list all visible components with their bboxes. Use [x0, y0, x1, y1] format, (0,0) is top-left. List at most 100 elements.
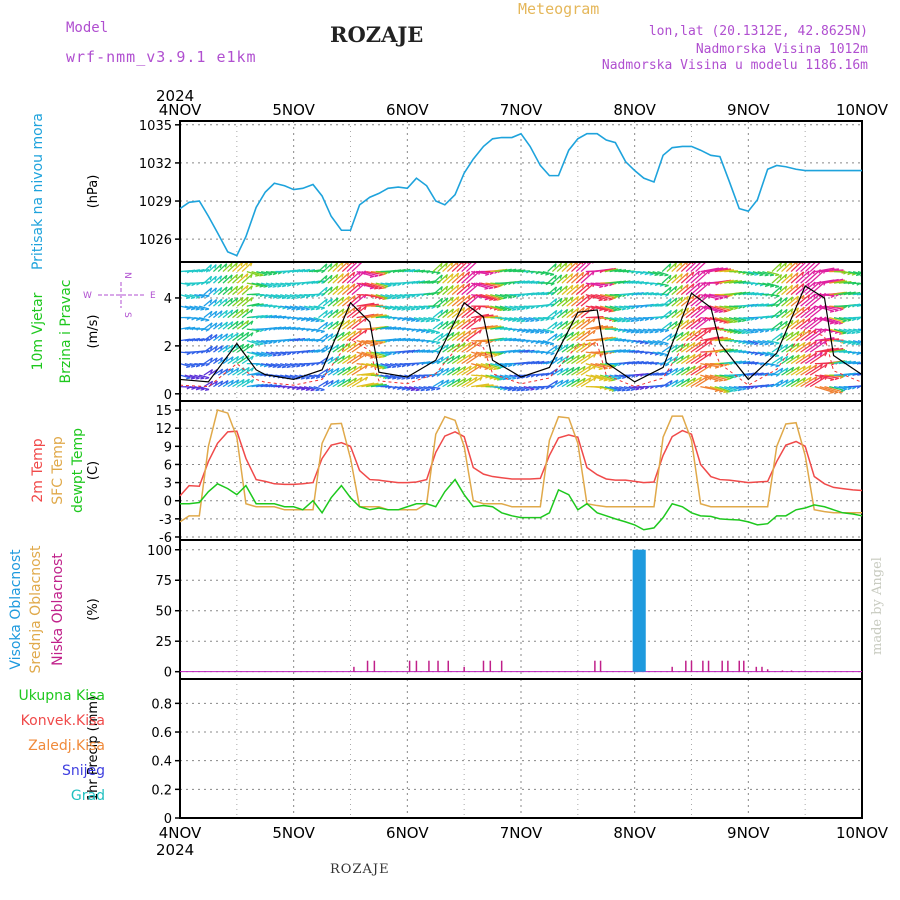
wind-arrow	[389, 326, 402, 330]
wind-arrow	[814, 347, 835, 353]
wind-arrow-head	[246, 320, 250, 325]
time-label-top: 9NOV	[727, 101, 770, 119]
wind-speed-line	[179, 285, 863, 383]
wind-arrow	[222, 262, 233, 273]
wind-arrow-head	[525, 320, 530, 323]
wind-arrow	[809, 328, 827, 342]
wind-arrow	[227, 367, 240, 376]
wind-arrow	[246, 339, 260, 345]
wind-arrow-head	[473, 329, 477, 334]
wind-arrow	[795, 294, 811, 307]
wind-arrow	[719, 348, 734, 353]
wind-arrow-head	[359, 377, 363, 382]
wind-arrow	[227, 320, 239, 330]
wind-arrow-head	[687, 378, 691, 383]
wind-arrow	[800, 340, 817, 353]
wind-arrow-head	[829, 391, 834, 394]
wind-arrow-head	[613, 295, 619, 299]
wind-arrow	[217, 274, 228, 284]
wind-arrow-head	[209, 287, 213, 292]
wind-arrow	[781, 343, 794, 353]
wind-arrow	[857, 293, 862, 296]
wind-arrow-head	[352, 295, 356, 300]
wind-arrow	[790, 330, 806, 342]
wind-arrow	[614, 385, 626, 391]
wind-arrow-head	[387, 353, 392, 356]
wind-arrow-head	[654, 330, 659, 334]
wind-arrow	[771, 367, 784, 376]
wind-arrow-head	[737, 388, 742, 392]
wind-arrow	[346, 317, 362, 330]
wind-arrow	[800, 328, 817, 342]
wind-arrow	[695, 328, 712, 342]
wind-arrow	[275, 374, 287, 378]
wind-arrow-head	[272, 340, 278, 344]
wind-arrow-head	[325, 333, 329, 338]
wind-arrow	[232, 367, 245, 376]
wind-arrow	[537, 291, 550, 296]
wind-arrow	[332, 355, 345, 365]
wind-arrow	[451, 365, 466, 376]
wind-arrow-head	[796, 295, 799, 301]
wind-arrow	[819, 268, 839, 273]
wind-arrow	[647, 303, 659, 307]
wind-arrow-head	[336, 344, 340, 349]
wind-arrow	[595, 305, 613, 312]
wind-arrow-head	[224, 263, 228, 268]
wind-arrow-head	[353, 342, 357, 347]
wind-arrow-head	[530, 306, 535, 310]
wind-arrow	[236, 284, 249, 296]
wind-arrow-head	[479, 376, 483, 381]
wind-arrow-head	[545, 342, 550, 346]
wind-arrow-head	[406, 377, 411, 380]
wind-arrow-head	[680, 285, 684, 290]
wind-arrow	[614, 349, 627, 353]
time-label-top: 4NOV	[159, 101, 202, 119]
wind-arrow	[523, 349, 535, 353]
wind-arrow	[609, 268, 622, 273]
model-name: wrf-nmm_v3.9.1 e1km	[66, 48, 257, 66]
wind-arrow	[556, 273, 568, 284]
wind-arrow-head	[281, 366, 286, 369]
wind-arrow	[509, 268, 521, 273]
wind-arrow	[471, 270, 490, 275]
wind-arrow	[227, 297, 239, 307]
wind-arrow-head	[246, 343, 250, 348]
wind-arrow	[337, 342, 351, 353]
wind-arrow	[652, 351, 664, 356]
wind-arrow	[322, 344, 334, 353]
wind-arrow	[676, 272, 689, 284]
wind-arrow	[781, 284, 793, 296]
wind-arrow-head	[759, 343, 764, 346]
wind-arrow-head	[834, 391, 839, 394]
wind-arrow	[418, 328, 430, 333]
wind-arrow	[700, 305, 719, 313]
wind-arrow	[180, 305, 191, 309]
wind-arrow-head	[851, 386, 857, 390]
wind-arrow-head	[267, 285, 273, 288]
temp2m-side-label: 2m Temp	[30, 438, 46, 502]
wind-arrow-head	[277, 271, 282, 275]
wind-arrow	[705, 362, 724, 367]
dewpoint-side-label: dewpt Temp	[70, 428, 86, 513]
wind-arrow	[824, 278, 844, 284]
wind-arrow	[695, 364, 713, 376]
wind-arrow-head	[795, 272, 799, 277]
wind-arrow	[518, 385, 530, 391]
wind-arrow-head	[644, 272, 649, 276]
wind-arrow-head	[445, 262, 448, 267]
wind-arrow-head	[410, 389, 415, 392]
wind-arrow	[241, 367, 254, 376]
wind-arrow	[551, 262, 562, 273]
wind-arrow-head	[240, 285, 244, 290]
wind-arrow-head	[209, 264, 213, 269]
wind-arrow	[256, 339, 268, 344]
compass-north: N	[122, 272, 132, 279]
wind-arrow	[442, 273, 454, 284]
wind-arrow	[241, 285, 253, 296]
wind-arrow	[824, 374, 844, 378]
wind-arrow	[313, 328, 325, 333]
wind-arrow	[757, 372, 769, 376]
wind-arrow-head	[301, 364, 306, 368]
wind-arrow	[509, 349, 521, 353]
